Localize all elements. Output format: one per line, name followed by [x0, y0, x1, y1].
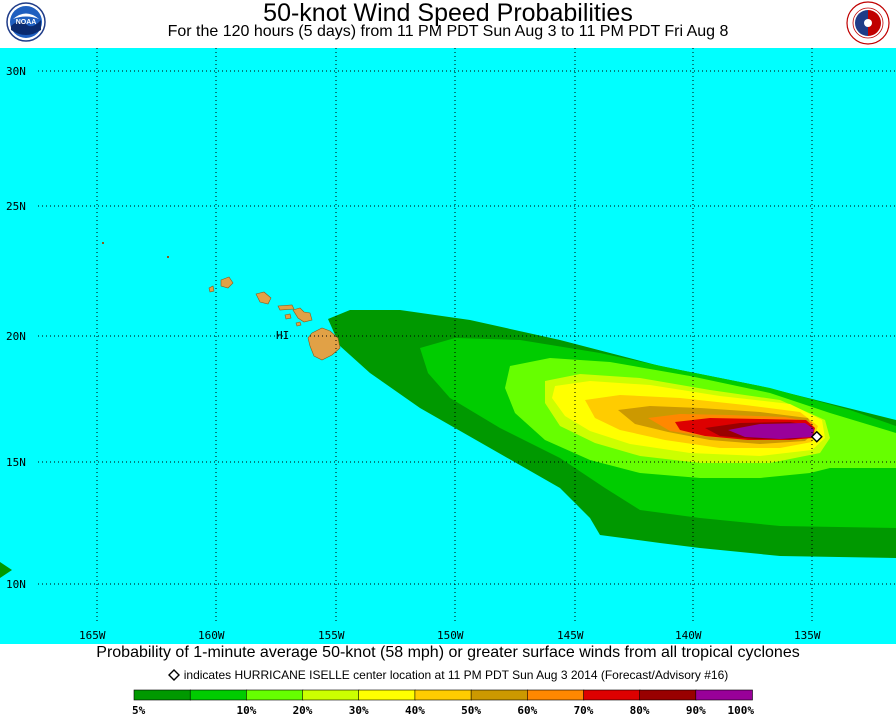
longitude-labels: 165W 160W 155W 150W 145W 140W 135W — [79, 629, 821, 642]
probability-legend: 5% 10% 20% 30% 40% 50% 60% 70% 80% 90% 100% — [0, 686, 896, 717]
island-kauai — [220, 276, 234, 289]
island-maui — [292, 307, 313, 323]
lon-label-135: 135W — [794, 629, 821, 642]
noaa-logo: NOAA — [6, 2, 46, 42]
lon-label-165: 165W — [79, 629, 106, 642]
legend-label: 60% — [517, 704, 537, 716]
legend-swatch — [414, 689, 472, 701]
legend-swatch — [695, 689, 753, 701]
legend-label: 70% — [574, 704, 594, 716]
latitude-labels: 30N 25N 20N 15N 10N — [6, 65, 26, 591]
legend-label: 50% — [461, 704, 481, 716]
legend-label: 5% — [132, 704, 146, 716]
island-molokai — [277, 304, 295, 311]
lon-label-160: 160W — [198, 629, 225, 642]
graticule — [38, 48, 896, 622]
lon-label-140: 140W — [675, 629, 702, 642]
lon-label-155: 155W — [318, 629, 345, 642]
legend-swatch — [583, 689, 641, 701]
lat-label-30: 30N — [6, 65, 26, 78]
island-kahoolawe — [295, 321, 302, 327]
national-weather-service-logo — [846, 1, 890, 45]
legend-label: 30% — [349, 704, 369, 716]
prob-band-edge-5 — [0, 562, 12, 578]
legend-swatch — [246, 689, 304, 701]
probability-shading — [0, 310, 896, 578]
legend-label: 80% — [630, 704, 650, 716]
map-area: HI 30N 25N 20N 15N 10N 165W — [0, 48, 896, 644]
island-niihau — [208, 285, 215, 293]
lon-label-150: 150W — [437, 629, 464, 642]
noaa-logo-text: NOAA — [16, 19, 37, 26]
legend-label: 100% — [728, 704, 755, 716]
legend-label: 20% — [293, 704, 313, 716]
lat-label-10: 10N — [6, 578, 26, 591]
hawaiian-islands: HI — [102, 242, 341, 361]
header: NOAA 50-knot Wind Speed Probabilities Fo… — [0, 0, 896, 48]
legend-label: 10% — [236, 704, 256, 716]
legend-swatch — [639, 689, 697, 701]
lat-label-25: 25N — [6, 200, 26, 213]
island-lanai — [284, 313, 292, 320]
island-nihoa — [167, 256, 169, 258]
island-oahu — [255, 291, 272, 305]
island-big-island — [307, 327, 341, 361]
page-title: 50-knot Wind Speed Probabilities — [263, 0, 633, 27]
page-subtitle: For the 120 hours (5 days) from 11 PM PD… — [167, 23, 729, 40]
storm-center-marker — [810, 430, 823, 443]
legend-swatch — [133, 689, 192, 701]
lat-label-20: 20N — [6, 330, 26, 343]
map-caption: Probability of 1-minute average 50-knot … — [96, 644, 800, 661]
diamond-marker-icon — [167, 669, 180, 681]
legend-swatch — [526, 689, 585, 701]
legend-label: 40% — [405, 704, 425, 716]
legend-swatch — [470, 689, 529, 701]
storm-note: indicates HURRICANE ISELLE center locati… — [0, 668, 896, 684]
lat-label-15: 15N — [6, 456, 26, 469]
legend-label: 90% — [686, 704, 706, 716]
lon-label-145: 145W — [557, 629, 584, 642]
island-necker — [102, 242, 104, 244]
legend-swatch — [189, 689, 248, 701]
legend-swatch — [358, 689, 416, 701]
legend-swatch — [302, 689, 360, 701]
prob-band-100 — [728, 423, 814, 439]
storm-note-text: indicates HURRICANE ISELLE center locati… — [183, 668, 729, 682]
legend-scale: 5% 10% 20% 30% 40% 50% 60% 70% 80% 90% 100% — [132, 689, 755, 717]
wind-probability-map: HI 30N 25N 20N 15N 10N 165W — [0, 48, 896, 644]
